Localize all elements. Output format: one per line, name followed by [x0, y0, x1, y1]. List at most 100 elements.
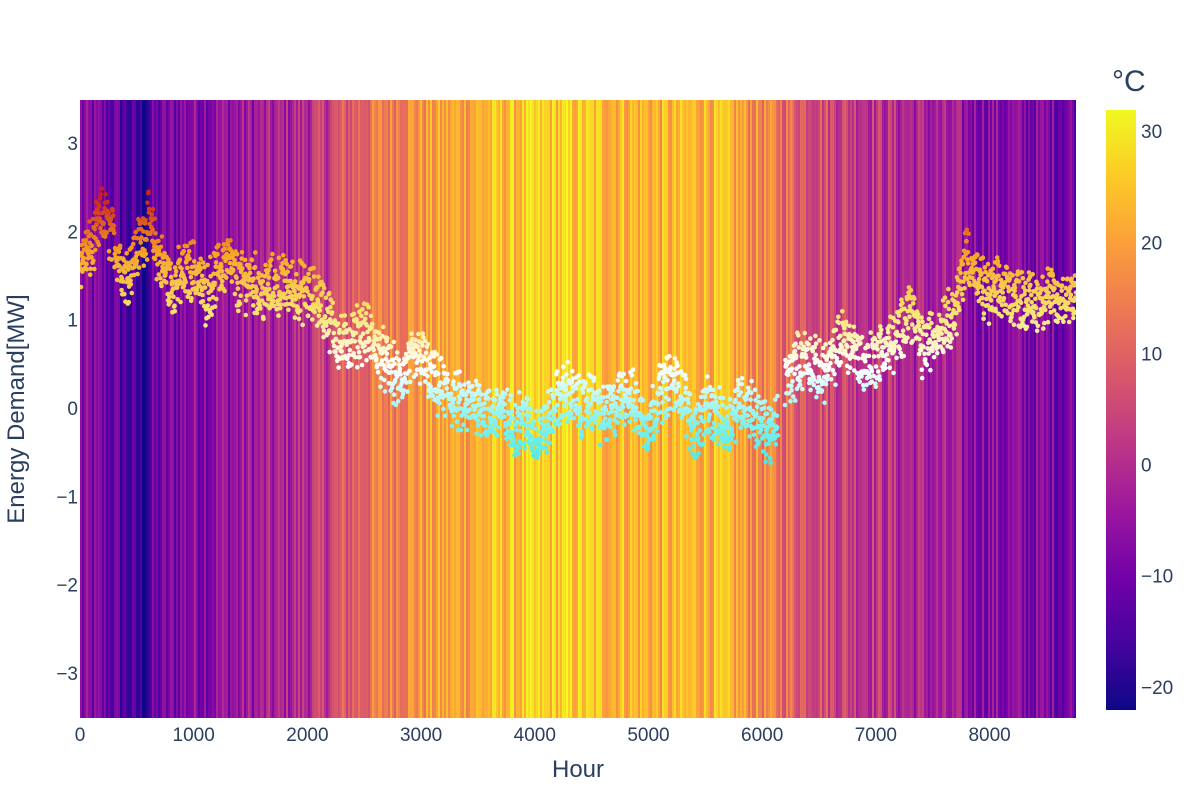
data-point [514, 419, 520, 424]
temperature-band [838, 100, 841, 718]
data-point [219, 268, 225, 274]
data-point [323, 295, 329, 301]
data-point [976, 276, 982, 282]
data-point [177, 257, 183, 263]
data-point [892, 344, 897, 349]
data-point [595, 396, 600, 401]
temperature-band [254, 100, 257, 718]
data-point [728, 437, 734, 443]
data-point [335, 321, 341, 326]
data-point [221, 242, 227, 247]
temperature-band [834, 100, 837, 718]
data-point [922, 357, 928, 362]
data-point [946, 286, 951, 292]
temperature-band [286, 100, 289, 718]
data-point [531, 418, 537, 424]
data-point [985, 303, 990, 308]
data-point [523, 405, 529, 411]
data-point [700, 407, 705, 413]
data-point [882, 361, 888, 367]
data-point [900, 300, 905, 306]
data-point [235, 280, 240, 286]
colorbar-tick-label: 10 [1141, 344, 1162, 365]
temperature-band [918, 100, 921, 718]
data-point [326, 328, 332, 333]
temperature-band [856, 100, 859, 718]
data-point [873, 384, 879, 390]
data-point [717, 385, 722, 390]
data-point [1025, 303, 1031, 309]
data-point [962, 286, 967, 291]
data-point [896, 319, 901, 325]
data-point [691, 416, 696, 422]
temperature-band [660, 100, 663, 718]
colorbar-tick-label: −20 [1141, 678, 1173, 699]
data-point [1035, 282, 1040, 287]
temperature-band [316, 100, 319, 718]
data-point [667, 406, 673, 411]
x-tick-label: 2000 [286, 725, 328, 746]
temperature-band [1070, 100, 1073, 718]
temperature-band [368, 100, 371, 718]
data-point [690, 451, 696, 457]
data-point [651, 436, 657, 442]
data-point [975, 252, 980, 258]
data-point [741, 404, 746, 410]
data-point [385, 335, 390, 341]
data-point [511, 416, 516, 421]
data-point [818, 360, 824, 365]
data-point [438, 355, 444, 361]
temperature-band [220, 100, 223, 718]
data-point [883, 365, 888, 371]
data-point [966, 231, 971, 236]
data-point [467, 407, 473, 412]
temperature-band [112, 100, 115, 718]
data-point [919, 315, 924, 320]
data-point [156, 238, 161, 244]
data-point [281, 253, 286, 258]
data-point [236, 308, 241, 314]
data-point [675, 363, 680, 369]
data-point [550, 429, 556, 435]
data-point [124, 251, 129, 256]
data-point [900, 328, 906, 334]
data-point [519, 416, 524, 421]
temperature-band [96, 100, 99, 718]
data-point [237, 301, 243, 306]
temperature-band [422, 100, 425, 718]
temperature-band [354, 100, 357, 718]
data-point [958, 270, 963, 276]
temperature-band [1016, 100, 1019, 718]
data-point [290, 259, 295, 265]
data-point [924, 332, 929, 338]
temperature-band [508, 100, 511, 718]
data-point [212, 304, 218, 309]
data-point [108, 216, 114, 222]
temperature-band [1032, 100, 1035, 718]
data-point [473, 378, 479, 384]
temperature-band [424, 100, 427, 718]
data-point [565, 359, 571, 365]
data-point [1045, 279, 1050, 284]
data-point [284, 261, 290, 267]
data-point [597, 442, 603, 448]
data-point [122, 269, 128, 275]
data-point [1063, 314, 1068, 319]
temperature-band [214, 100, 217, 718]
temperature-band [314, 100, 317, 718]
data-point [295, 304, 300, 310]
data-point [482, 423, 488, 429]
data-point [271, 293, 277, 299]
data-point [563, 398, 569, 404]
temperature-band [934, 100, 937, 718]
temperature-band [338, 100, 341, 718]
data-point [662, 409, 667, 415]
data-point [92, 210, 98, 215]
data-point [644, 433, 650, 438]
data-point [754, 411, 759, 417]
data-point [466, 380, 471, 385]
data-point [266, 275, 272, 280]
data-point [730, 432, 735, 438]
data-point [734, 418, 740, 424]
data-point [607, 417, 613, 423]
